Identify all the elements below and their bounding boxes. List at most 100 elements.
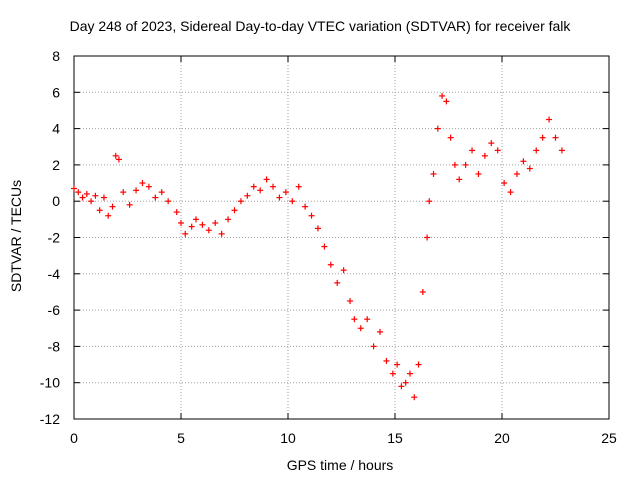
data-point: [533, 147, 540, 154]
data-point: [377, 328, 384, 335]
data-point: [430, 170, 437, 177]
data-point: [351, 316, 358, 323]
x-tick-label: 15: [387, 430, 403, 446]
data-point: [364, 316, 371, 323]
data-point: [451, 161, 458, 168]
data-point: [419, 288, 426, 295]
data-point: [263, 176, 270, 183]
y-tick-label: 2: [52, 157, 60, 173]
data-point: [513, 170, 520, 177]
grid-lines: [74, 56, 609, 419]
data-point: [340, 267, 347, 274]
data-point: [334, 279, 341, 286]
data-point: [321, 243, 328, 250]
data-point: [109, 203, 116, 210]
data-point: [270, 183, 277, 190]
data-point: [327, 261, 334, 268]
data-point: [357, 325, 364, 332]
data-point: [165, 198, 172, 205]
data-point: [96, 207, 103, 214]
data-point: [257, 187, 264, 194]
y-tick-label: 8: [52, 48, 60, 64]
data-point: [178, 219, 184, 226]
data-points: [71, 92, 565, 401]
y-tick-label: -6: [48, 302, 61, 318]
y-tick-label: 6: [52, 84, 60, 100]
x-tick-label: 20: [494, 430, 510, 446]
data-point: [398, 383, 405, 390]
data-point: [434, 125, 441, 132]
y-tick-label: -12: [40, 411, 60, 427]
data-point: [389, 370, 396, 377]
data-point: [383, 357, 390, 364]
data-point: [158, 189, 165, 196]
data-point: [462, 161, 469, 168]
y-tick-label: -8: [48, 338, 61, 354]
data-point: [199, 221, 206, 228]
x-tick-label: 25: [601, 430, 617, 446]
data-point: [415, 361, 422, 368]
y-tick-label: -2: [48, 230, 61, 246]
data-point: [152, 194, 159, 201]
data-point: [139, 180, 146, 187]
data-point: [295, 183, 302, 190]
data-point: [308, 212, 315, 219]
data-point: [88, 198, 95, 205]
data-point: [302, 203, 309, 210]
data-point: [173, 209, 180, 216]
data-point: [133, 187, 140, 194]
data-point: [231, 207, 238, 214]
data-point: [411, 394, 418, 401]
data-point: [79, 194, 86, 201]
data-point: [314, 225, 321, 232]
data-point: [424, 234, 431, 241]
data-point: [526, 165, 533, 172]
y-tick-label: 0: [52, 193, 60, 209]
data-point: [120, 189, 127, 196]
x-axis-label: GPS time / hours: [286, 457, 394, 473]
data-point: [289, 198, 296, 205]
axis-ticks: 0 5 10 15 20 25 -12 -10 -8 -6 -4 -2 0 2 4 6 8: [40, 48, 617, 446]
data-point: [488, 140, 495, 147]
data-point: [115, 156, 122, 163]
data-point: [212, 219, 219, 226]
data-point: [370, 343, 377, 350]
data-point: [92, 192, 99, 199]
data-point: [426, 198, 433, 205]
data-point: [188, 223, 195, 230]
data-point: [225, 216, 232, 223]
data-point: [501, 180, 508, 187]
y-axis-label: SDTVAR / TECUs: [8, 179, 24, 293]
x-tick-label: 10: [280, 430, 296, 446]
data-point: [250, 183, 257, 190]
chart-title: Day 248 of 2023, Sidereal Day-to-day VTE…: [69, 18, 571, 34]
data-point: [447, 134, 454, 141]
data-point: [182, 230, 189, 237]
data-point: [205, 227, 212, 234]
data-point: [520, 158, 527, 165]
data-point: [539, 134, 546, 141]
data-point: [546, 116, 553, 123]
data-point: [469, 147, 476, 154]
data-point: [218, 230, 225, 237]
x-tick-label: 0: [70, 430, 78, 446]
data-point: [237, 198, 244, 205]
data-point: [443, 98, 450, 105]
data-point: [71, 185, 77, 192]
data-point: [244, 192, 251, 199]
x-tick-label: 5: [177, 430, 185, 446]
y-tick-label: 4: [52, 121, 60, 137]
data-point: [394, 361, 401, 368]
data-point: [558, 147, 565, 154]
data-point: [276, 194, 283, 201]
data-point: [347, 298, 354, 305]
data-point: [552, 134, 559, 141]
data-point: [456, 176, 463, 183]
y-tick-label: -4: [48, 266, 61, 282]
data-point: [100, 194, 107, 201]
data-point: [112, 152, 119, 159]
data-point: [439, 92, 446, 99]
data-point: [481, 152, 488, 159]
data-point: [126, 201, 133, 208]
data-point: [83, 190, 90, 197]
